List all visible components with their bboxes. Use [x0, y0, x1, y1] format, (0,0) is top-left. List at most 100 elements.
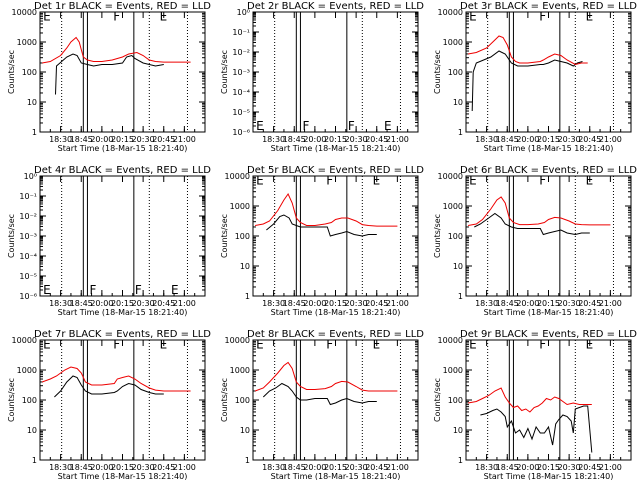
plot-frame: [252, 11, 419, 133]
x-tick-label: 18:45: [496, 299, 519, 308]
period-marker: E: [384, 119, 392, 133]
x-tick-label: 20:45: [152, 463, 175, 472]
chart-panel-3: Det 3r BLACK = Events, RED = LLD 1 10 100 10…: [433, 1, 637, 153]
y-tick-label: 1: [245, 456, 250, 465]
events-series-line: [54, 375, 164, 398]
chart-title: Det 1r BLACK = Events, RED = LLD: [34, 1, 211, 12]
x-tick-label: 18:30: [262, 463, 285, 472]
y-tick-label: 1000: [230, 366, 250, 375]
period-marker: F: [539, 173, 546, 187]
lld-series-line: [468, 196, 611, 226]
y-tick-label: 10⁻⁶: [232, 128, 250, 137]
period-marker: E: [256, 173, 264, 187]
x-tick-label: 21:00: [386, 299, 409, 308]
x-tick-label: 20:15: [111, 463, 134, 472]
y-tick-label: 1: [32, 456, 37, 465]
period-marker: F: [348, 119, 355, 133]
period-marker: E: [43, 337, 51, 351]
x-tick-label: 18:45: [70, 135, 93, 144]
period-marker: E: [171, 283, 179, 297]
period-marker: F: [326, 337, 333, 351]
x-tick-label: 20:00: [303, 463, 326, 472]
x-tick-label: 18:45: [283, 135, 306, 144]
plot-frame: [39, 339, 206, 461]
plot-frame: [465, 175, 632, 297]
x-tick-label: 18:30: [475, 299, 498, 308]
period-marker: E: [160, 337, 168, 351]
period-marker: E: [469, 9, 477, 23]
y-tick-label: 10: [453, 262, 463, 271]
y-tick-label: 10000: [438, 172, 463, 181]
x-tick-label: 20:30: [132, 463, 155, 472]
x-tick-label: 18:30: [262, 135, 285, 144]
y-tick-label: 10: [240, 262, 250, 271]
chart-panel-5: Det 5r BLACK = Events, RED = LLD 1 10 100 10…: [220, 165, 424, 317]
chart-title: Det 6r BLACK = Events, RED = LLD: [460, 165, 637, 176]
x-tick-label: 20:30: [558, 299, 581, 308]
x-tick-label: 21:00: [599, 299, 622, 308]
y-tick-label: 1000: [443, 38, 463, 47]
y-tick-label: 10⁻¹: [19, 192, 37, 201]
y-tick-label: 10: [240, 426, 250, 435]
y-tick-label: 100: [235, 396, 250, 405]
x-axis-label: Start Time (18-Mar-15 18:21:40): [58, 472, 188, 480]
y-tick-label: 10⁻⁴: [232, 88, 250, 97]
y-tick-label: 1000: [443, 202, 463, 211]
x-tick-label: 18:30: [49, 135, 72, 144]
x-tick-label: 18:30: [262, 299, 285, 308]
x-tick-label: 20:15: [324, 463, 347, 472]
y-axis-label: Counts/sec: [7, 214, 16, 258]
events-series-line: [266, 214, 377, 237]
x-tick-label: 18:45: [283, 463, 306, 472]
x-axis-label: Start Time (18-Mar-15 18:21:40): [484, 144, 614, 153]
y-tick-label: 10000: [12, 336, 37, 345]
x-axis-label: Start Time (18-Mar-15 18:21:40): [484, 308, 614, 317]
y-tick-label: 10⁻³: [19, 232, 37, 241]
y-tick-label: 10⁻²: [19, 212, 37, 221]
y-tick-label: 1: [458, 456, 463, 465]
y-tick-label: 10⁻⁴: [19, 252, 37, 261]
x-tick-label: 20:00: [90, 135, 113, 144]
chart-title: Det 8r BLACK = Events, RED = LLD: [247, 329, 424, 340]
period-marker: F: [539, 9, 546, 23]
x-tick-label: 20:15: [537, 463, 560, 472]
y-tick-label: 1000: [230, 202, 250, 211]
period-marker: E: [43, 9, 51, 23]
y-tick-label: 100: [448, 396, 463, 405]
y-tick-label: 10⁻⁵: [232, 108, 250, 117]
x-tick-label: 20:15: [537, 135, 560, 144]
period-marker: E: [256, 337, 264, 351]
y-tick-label: 10⁻⁶: [19, 292, 37, 301]
chart-panel-8: Det 8r BLACK = Events, RED = LLD 1 10 100 10…: [220, 329, 424, 480]
plot-frame: [39, 175, 206, 297]
period-marker: E: [469, 173, 477, 187]
y-tick-label: 10000: [438, 336, 463, 345]
chart-title: Det 9r BLACK = Events, RED = LLD: [460, 329, 637, 340]
chart-title: Det 4r BLACK = Events, RED = LLD: [34, 165, 211, 176]
x-tick-label: 20:00: [516, 463, 539, 472]
x-tick-label: 20:45: [152, 135, 175, 144]
y-tick-label: 10⁰: [237, 8, 250, 17]
x-tick-label: 20:15: [324, 135, 347, 144]
period-marker: F: [326, 173, 333, 187]
x-tick-label: 20:15: [111, 135, 134, 144]
chart-title: Det 3r BLACK = Events, RED = LLD: [460, 1, 637, 12]
y-axis-label: Counts/sec: [220, 50, 229, 94]
x-tick-label: 20:30: [558, 135, 581, 144]
x-tick-label: 18:45: [70, 299, 93, 308]
y-tick-label: 10000: [225, 172, 250, 181]
x-tick-label: 21:00: [599, 463, 622, 472]
chart-title: Det 7r BLACK = Events, RED = LLD: [34, 329, 211, 340]
x-tick-label: 20:00: [90, 463, 113, 472]
chart-panel-9: Det 9r BLACK = Events, RED = LLD 1 10 100 10…: [433, 329, 637, 480]
x-tick-label: 18:30: [49, 299, 72, 308]
x-tick-label: 21:00: [599, 135, 622, 144]
x-tick-label: 21:00: [386, 463, 409, 472]
x-tick-label: 21:00: [173, 135, 196, 144]
x-axis-label: Start Time (18-Mar-15 18:21:40): [58, 144, 188, 153]
chart-title: Det 2r BLACK = Events, RED = LLD: [247, 1, 424, 12]
period-marker: E: [586, 337, 594, 351]
plot-frame: [39, 11, 206, 133]
x-tick-label: 18:45: [70, 463, 93, 472]
